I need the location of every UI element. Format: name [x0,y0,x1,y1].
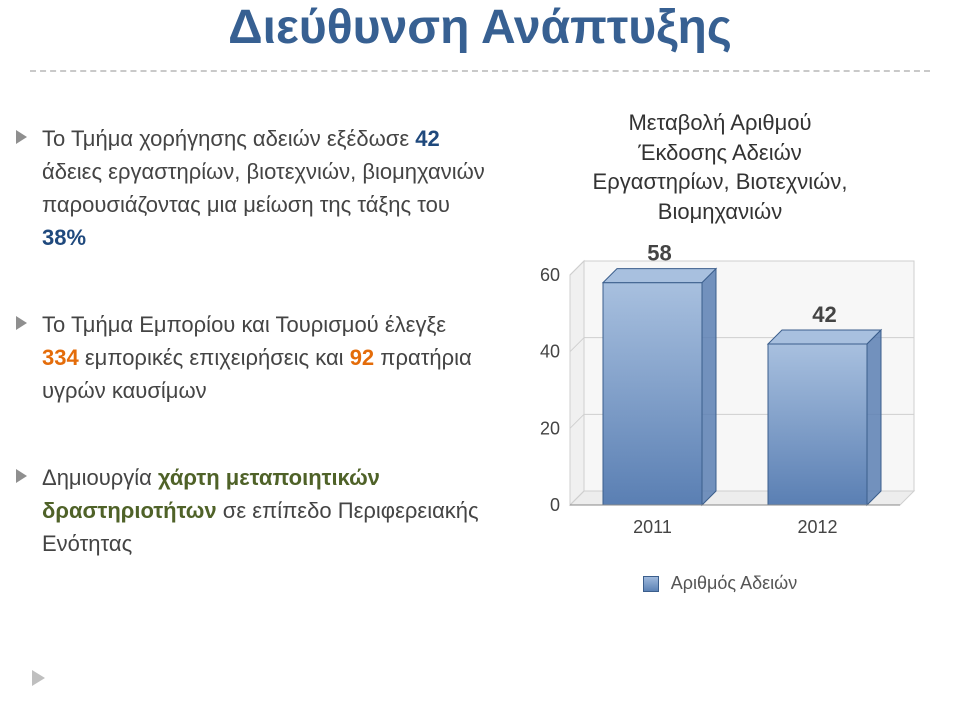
svg-text:40: 40 [540,341,560,361]
bullet-item-2: Το Τμήμα Εμπορίου και Τουρισμού έλεγξε 3… [16,308,486,407]
svg-text:58: 58 [647,245,671,266]
chart-region: Μεταβολή Αριθμού Έκδοσης Αδειών Εργαστηρ… [510,108,930,594]
chart-title-line: Έκδοσης Αδειών [638,140,802,165]
bullet-arrow-icon [16,130,27,144]
legend-label: Αριθμός Αδειών [671,573,797,593]
text: εμπορικές επιχειρήσεις και [85,345,344,370]
chart-title-line: Μεταβολή Αριθμού [628,110,811,135]
bar-chart-svg: 0 20 40 60 58 2011 42 2012 [510,245,930,565]
emphasis-number: 38% [42,225,86,250]
bar-chart: 0 20 40 60 58 2011 42 2012 [510,245,930,565]
bullet-arrow-icon [16,469,27,483]
bullet-item-1: Το Τμήμα χορήγησης αδειών εξέδωσε 42 άδε… [16,122,486,254]
emphasis-number: 92 [350,345,374,370]
title-separator [30,70,930,72]
chart-title-line: Εργαστηρίων, Βιοτεχνιών, [593,169,848,194]
svg-text:20: 20 [540,418,560,438]
chart-title: Μεταβολή Αριθμού Έκδοσης Αδειών Εργαστηρ… [510,108,930,227]
text: Δημιουργία [42,465,152,490]
text: Το Τμήμα Εμπορίου και Τουρισμού έλεγξε [42,312,446,337]
page-title: Διεύθυνση Ανάπτυξης [0,0,960,55]
svg-text:60: 60 [540,265,560,285]
bullet-item-3: Δημιουργία χάρτη μεταποιητικών δραστηριο… [16,461,486,560]
text: άδειες εργαστηρίων, βιοτεχνιών, βιομηχαν… [42,159,485,217]
svg-text:0: 0 [550,495,560,515]
chart-legend: Αριθμός Αδειών [510,573,930,594]
bullet-arrow-icon [16,316,27,330]
chart-title-line: Βιομηχανιών [658,199,782,224]
footer-arrow-icon [32,670,45,686]
legend-swatch-icon [643,576,659,592]
svg-text:2012: 2012 [797,517,837,537]
svg-text:2011: 2011 [633,517,672,537]
bullet-list: Το Τμήμα χορήγησης αδειών εξέδωσε 42 άδε… [16,122,486,614]
emphasis-number: 334 [42,345,79,370]
text: Το Τμήμα χορήγησης αδειών εξέδωσε [42,126,409,151]
emphasis-number: 42 [415,126,439,151]
svg-text:42: 42 [812,302,836,327]
